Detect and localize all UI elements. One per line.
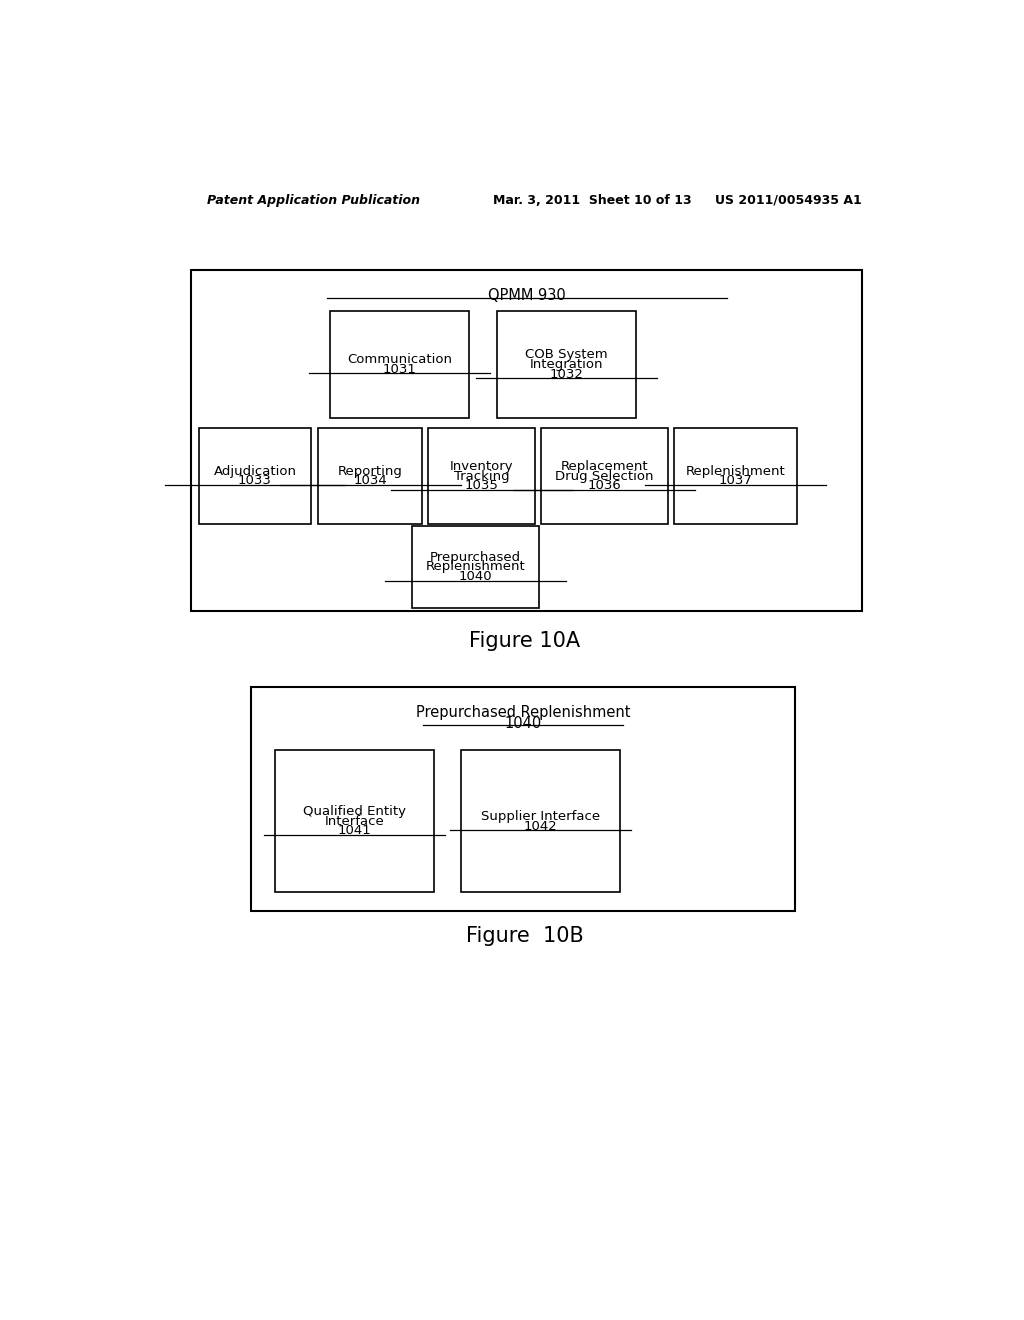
Bar [674, 428, 797, 524]
Bar [541, 428, 668, 524]
Text: Prepurchased Replenishment: Prepurchased Replenishment [416, 705, 630, 721]
Text: QPMM 930: QPMM 930 [487, 289, 565, 304]
Text: 1035: 1035 [465, 479, 499, 492]
Text: 1040: 1040 [504, 717, 542, 731]
Text: Prepurchased: Prepurchased [430, 550, 521, 564]
Text: 1041: 1041 [337, 825, 371, 837]
Text: 1033: 1033 [238, 474, 272, 487]
Bar [318, 428, 422, 524]
Bar [461, 750, 621, 892]
Text: 1034: 1034 [353, 474, 387, 487]
Text: Replenishment: Replenishment [426, 561, 525, 573]
Text: 1032: 1032 [550, 367, 584, 380]
Bar [191, 271, 862, 611]
Text: 1042: 1042 [524, 820, 557, 833]
Text: Figure  10B: Figure 10B [466, 925, 584, 946]
Text: Supplier Interface: Supplier Interface [481, 809, 600, 822]
Text: Communication: Communication [347, 352, 453, 366]
Text: COB System: COB System [525, 348, 608, 360]
Text: 1040: 1040 [459, 570, 493, 583]
Bar [497, 312, 636, 417]
Bar [412, 527, 539, 607]
Text: Replenishment: Replenishment [686, 465, 785, 478]
Text: Adjudication: Adjudication [213, 465, 297, 478]
Text: Tracking: Tracking [454, 470, 509, 483]
Text: 1037: 1037 [719, 474, 753, 487]
Text: Interface: Interface [325, 814, 384, 828]
Text: 1036: 1036 [588, 479, 621, 492]
Text: Mar. 3, 2011  Sheet 10 of 13: Mar. 3, 2011 Sheet 10 of 13 [494, 194, 691, 207]
Text: Replacement: Replacement [560, 459, 648, 473]
Text: Drug Selection: Drug Selection [555, 470, 653, 483]
Text: Patent Application Publication: Patent Application Publication [207, 194, 421, 207]
Text: 1031: 1031 [383, 363, 417, 376]
Text: Inventory: Inventory [450, 459, 513, 473]
Text: Integration: Integration [529, 358, 603, 371]
Bar [274, 750, 433, 892]
Text: Figure 10A: Figure 10A [469, 631, 581, 651]
Bar [331, 312, 469, 417]
Text: Reporting: Reporting [338, 465, 402, 478]
Bar [428, 428, 536, 524]
Text: US 2011/0054935 A1: US 2011/0054935 A1 [715, 194, 862, 207]
Text: Qualified Entity: Qualified Entity [303, 805, 406, 817]
Bar [251, 686, 795, 911]
Bar [200, 428, 310, 524]
